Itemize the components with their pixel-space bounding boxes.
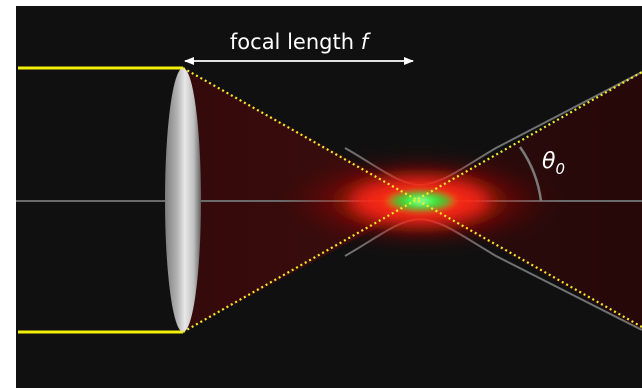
focusing-lens: [165, 68, 201, 332]
divergence-angle-label: θ0: [542, 149, 565, 178]
focus-green-core: [383, 189, 459, 213]
focal-length-label: focal length f: [230, 30, 372, 54]
theta-symbol: θ: [542, 149, 556, 174]
divergence-angle-arc: [518, 146, 543, 202]
theta-subscript: 0: [555, 160, 565, 178]
focal-length-text: focal length: [230, 30, 361, 54]
focal-length-symbol: f: [361, 30, 372, 54]
